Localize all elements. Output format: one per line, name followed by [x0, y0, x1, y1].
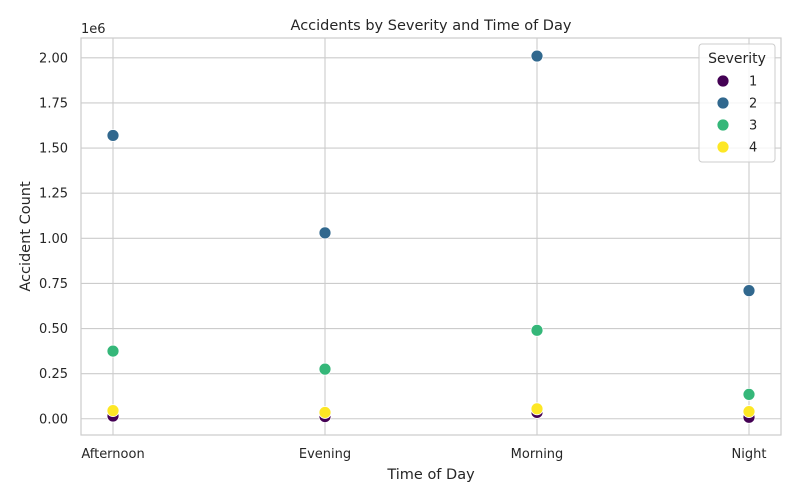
legend-label: 4 [749, 141, 757, 156]
y-axis-ticks: 0.00 0.25 0.50 0.75 1.00 1.25 1.50 1.75 2.00 [39, 51, 68, 427]
legend-label: 3 [749, 119, 757, 134]
data-point [742, 405, 756, 418]
data-point [106, 404, 120, 418]
legend-label: 2 [749, 97, 757, 112]
y-axis-label: Accident Count [18, 181, 34, 292]
y-tick-label: 0.75 [39, 277, 68, 292]
series-3 [106, 323, 756, 401]
series-4 [106, 402, 756, 419]
data-point [318, 406, 332, 419]
legend-marker [716, 96, 730, 110]
data-points [106, 49, 756, 424]
data-point [530, 402, 544, 416]
legend: Severity 1 2 3 4 [698, 43, 776, 163]
x-tick-label: Afternoon [81, 447, 144, 462]
x-axis-ticks: Afternoon Evening Morning Night [81, 447, 766, 462]
series-2 [106, 49, 756, 298]
legend-box [698, 43, 776, 163]
y-tick-label: 0.25 [39, 367, 68, 382]
legend-label: 1 [749, 75, 757, 90]
y-tick-label: 0.50 [39, 322, 68, 337]
x-axis-label: Time of Day [386, 467, 475, 483]
y-tick-label: 1.50 [39, 142, 68, 157]
y-tick-label: 2.00 [39, 51, 68, 66]
data-point [742, 284, 756, 298]
x-tick-label: Night [732, 447, 767, 462]
data-point [106, 129, 120, 142]
data-point [318, 362, 332, 376]
data-point [742, 387, 756, 401]
grid [81, 38, 781, 435]
x-tick-label: Evening [299, 447, 351, 462]
y-tick-label: 0.00 [39, 412, 68, 427]
legend-title: Severity [708, 51, 766, 67]
plot-area [80, 37, 782, 436]
y-tick-label: 1.75 [39, 96, 68, 111]
legend-marker [716, 140, 730, 154]
x-tick-label: Morning [511, 447, 564, 462]
legend-marker [716, 74, 730, 88]
data-point [530, 49, 544, 63]
data-point [530, 323, 544, 337]
chart-title: Accidents by Severity and Time of Day [291, 18, 572, 34]
data-point [106, 344, 120, 358]
data-point [318, 226, 332, 240]
y-axis-offset-label: 1e6 [81, 22, 106, 37]
y-tick-label: 1.25 [39, 187, 68, 202]
legend-marker [716, 118, 730, 132]
y-tick-label: 1.00 [39, 232, 68, 247]
